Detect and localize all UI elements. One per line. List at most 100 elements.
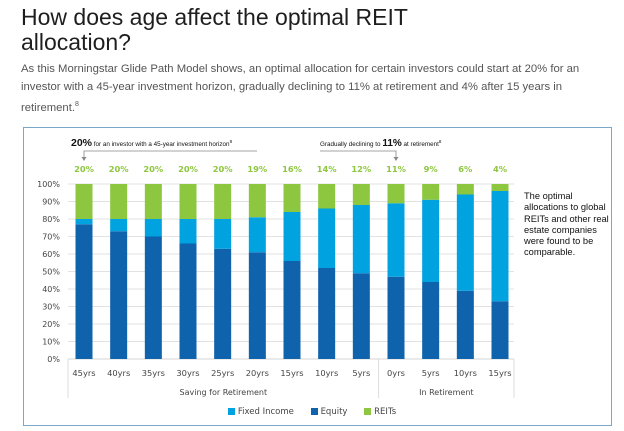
reit-top-label: 20% — [178, 164, 199, 174]
x-tick-label: 5yrs — [352, 368, 370, 378]
legend-label-fixed-income: Fixed Income — [237, 407, 294, 417]
bar-segment-fixed-income — [179, 219, 197, 244]
annotation-right-text-pre: Gradually declining to — [320, 141, 382, 148]
group-label: Saving for Retirement — [180, 388, 268, 397]
bar-segment-equity — [179, 243, 197, 359]
x-tick-label: 15yrs — [280, 368, 303, 378]
legend-label-reits: REITs — [374, 407, 397, 417]
legend-item-equity: Equity — [310, 407, 348, 417]
legend-swatch-equity — [310, 407, 318, 415]
y-tick-label: 10% — [42, 338, 60, 347]
bar-segment-equity — [318, 268, 336, 359]
x-tick-label: 20yrs — [246, 368, 269, 378]
intro-footnote: 8 — [75, 101, 79, 108]
reit-top-label: 9% — [424, 164, 439, 174]
reit-top-label: 12% — [351, 164, 372, 174]
bar-segment-reits — [491, 184, 509, 191]
legend-swatch-fixed-income — [227, 407, 235, 415]
bar-segment-equity — [144, 236, 162, 359]
bar-segment-reits — [144, 184, 162, 219]
y-tick-label: 90% — [42, 198, 60, 207]
x-axis-labels: 45yrs 40yrs 35yrs 30yrs 25yrs 20yrs 15yrs 10yrs… — [72, 368, 511, 378]
x-tick-label: 25yrs — [211, 368, 234, 378]
intro-text: As this Morningstar Glide Path Model sho… — [21, 63, 580, 114]
y-tick-label: 80% — [42, 215, 60, 224]
bar-segment-equity — [456, 290, 474, 359]
reit-top-label: 19% — [247, 164, 268, 174]
bar-segment-reits — [456, 184, 474, 195]
annotation-left-text: for an investor with a 45-year investmen… — [92, 141, 230, 148]
bar-segment-reits — [352, 184, 370, 205]
reit-top-label: 16% — [282, 164, 303, 174]
intro-paragraph: As this Morningstar Glide Path Model sho… — [21, 61, 611, 117]
group-label: In Retirement — [419, 388, 473, 397]
reit-top-label: 4% — [493, 164, 508, 174]
reit-top-label: 20% — [213, 164, 234, 174]
reit-top-label: 14% — [317, 164, 338, 174]
x-tick-label: 5yrs — [422, 368, 440, 378]
annotation-left-bracket — [83, 150, 257, 158]
svg-text:20% for an investor with a 45-: 20% for an investor with a 45-year inves… — [71, 137, 233, 149]
x-tick-label: 45yrs — [72, 368, 95, 378]
bar-segment-equity — [352, 273, 370, 359]
reit-top-label: 20% — [143, 164, 164, 174]
bar-segment-equity — [248, 252, 266, 359]
bar-segment-fixed-income — [318, 208, 336, 268]
bar-segment-fixed-income — [422, 199, 440, 282]
x-tick-label: 10yrs — [315, 368, 338, 378]
bar-segment-equity — [214, 248, 232, 359]
legend-swatch-reits — [364, 407, 372, 415]
x-tick-label: 35yrs — [142, 368, 165, 378]
bar-segment-reits — [318, 184, 336, 209]
chart-legend: Fixed Income Equity REITs — [0, 407, 624, 417]
bar-segment-reits — [283, 184, 301, 212]
bar-segment-equity — [422, 282, 440, 359]
y-tick-label: 40% — [42, 285, 60, 294]
y-tick-label: 100% — [37, 180, 60, 189]
y-tick-label: 0% — [47, 355, 60, 364]
bar-segment-equity — [387, 276, 405, 359]
bar-segment-fixed-income — [491, 191, 509, 302]
bar-segment-fixed-income — [110, 219, 128, 232]
bar-segment-fixed-income — [456, 194, 474, 291]
bar-segment-reits — [387, 184, 405, 204]
x-tick-label: 15yrs — [488, 368, 511, 378]
bar-segment-fixed-income — [144, 219, 162, 237]
reit-top-labels: 20% 20% 20% 20% 20% 19% 16% 14% 12% 11% 9% 6% 4% — [74, 164, 508, 174]
bar-segment-reits — [248, 184, 266, 218]
annotation-left-footnote: 8 — [230, 139, 233, 144]
bar-segment-reits — [179, 184, 197, 219]
reit-top-label: 11% — [386, 164, 407, 174]
x-tick-label: 10yrs — [454, 368, 477, 378]
bar-segment-equity — [75, 224, 93, 359]
bar-segment-fixed-income — [248, 217, 266, 253]
legend-label-equity: Equity — [320, 407, 348, 417]
legend-item-fixed-income: Fixed Income — [227, 407, 294, 417]
bar-segment-equity — [110, 231, 128, 359]
x-tick-label: 30yrs — [176, 368, 199, 378]
y-tick-label: 20% — [42, 320, 60, 329]
y-tick-label: 60% — [42, 250, 60, 259]
reit-top-label: 20% — [74, 164, 95, 174]
page-title: How does age affect the optimal REIT all… — [21, 4, 408, 55]
annotation-left-arrow-icon — [81, 157, 87, 161]
bar-segment-equity — [491, 301, 509, 359]
legend-item-reits: REITs — [364, 407, 396, 417]
annotation-right-arrow-icon — [393, 157, 399, 161]
bars — [75, 184, 509, 359]
side-note: The optimal allocations to global REITs … — [524, 191, 609, 258]
y-tick-label: 30% — [42, 303, 60, 312]
annotation-right: Gradually declining to 11% at retirement… — [320, 138, 442, 161]
bar-segment-fixed-income — [387, 203, 405, 277]
bar-segment-fixed-income — [352, 205, 370, 274]
reit-top-label: 6% — [458, 164, 473, 174]
y-tick-label: 70% — [42, 233, 60, 242]
bar-segment-fixed-income — [75, 219, 93, 225]
annotation-right-text-post: at retirement — [402, 141, 439, 148]
x-tick-label: 0yrs — [387, 368, 405, 378]
x-tick-label: 40yrs — [107, 368, 130, 378]
bar-segment-reits — [110, 184, 128, 219]
svg-text:Gradually declining to 11% at: Gradually declining to 11% at retirement… — [320, 138, 442, 149]
group-labels: Saving for Retirement In Retirement — [180, 388, 474, 397]
